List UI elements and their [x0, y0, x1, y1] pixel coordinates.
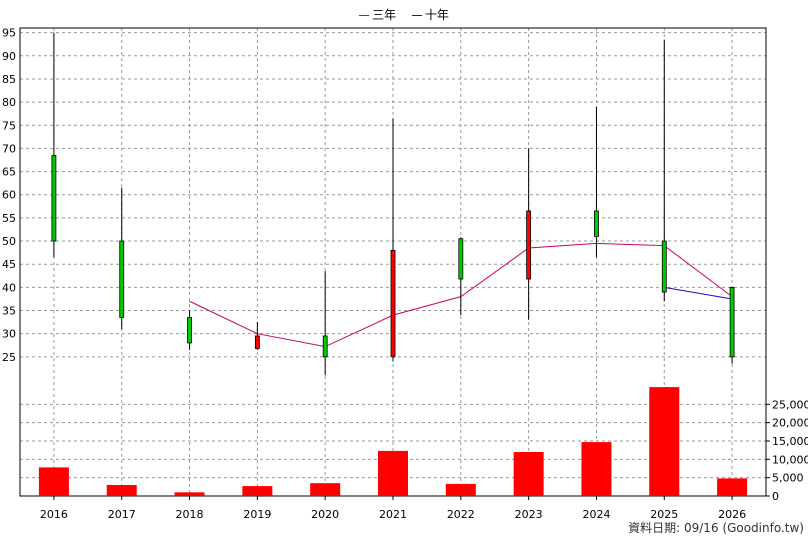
volume-bar: [310, 483, 341, 496]
x-tick-label: 2025: [650, 508, 678, 521]
candle-body: [526, 210, 532, 280]
volume-tick-label: 5,000: [772, 472, 804, 485]
volume-bar: [174, 492, 205, 496]
volume-bar: [513, 452, 544, 496]
volume-bar: [378, 450, 408, 496]
candle-body: [594, 210, 599, 237]
volume-bar: [717, 478, 748, 496]
volume-bar: [581, 442, 612, 496]
price-tick-label: 35: [2, 305, 16, 318]
x-tick-label: 2016: [40, 508, 68, 521]
volume-bar: [106, 485, 137, 496]
price-tick-label: 75: [2, 119, 16, 132]
price-tick-label: 40: [2, 281, 16, 294]
candle-body: [187, 317, 192, 344]
x-tick-label: 2021: [379, 508, 407, 521]
volume-bar: [445, 483, 476, 496]
x-tick-label: 2026: [718, 508, 746, 521]
candle-body: [254, 335, 260, 349]
volume-bar: [38, 467, 69, 496]
x-tick-label: 2020: [311, 508, 339, 521]
volume-bar: [649, 387, 680, 496]
x-tick-label: 2022: [447, 508, 475, 521]
ma-line-ten-year: [664, 286, 733, 300]
legend-label-ten-year: 十年: [424, 8, 449, 22]
legend-item-ten-year: 十年: [411, 6, 449, 23]
price-tick-label: 85: [2, 73, 16, 86]
volume-tick-label: 10,000: [772, 453, 808, 466]
x-tick-label: 2023: [515, 508, 543, 521]
volume-tick-label: 0: [772, 490, 779, 503]
price-tick-label: 60: [2, 189, 16, 202]
source-note: 資料日期: 09/16 (Goodinfo.tw): [628, 521, 804, 535]
chart-legend: 三年 十年: [0, 6, 808, 23]
x-tick-label: 2018: [176, 508, 204, 521]
candle-body: [51, 154, 57, 242]
volume-tick-label: 20,000: [772, 417, 808, 430]
price-tick-label: 65: [2, 166, 16, 179]
volume-tick-label: 15,000: [772, 435, 808, 448]
x-tick-label: 2019: [243, 508, 271, 521]
price-tick-label: 25: [2, 351, 16, 364]
candle-body: [458, 238, 464, 280]
candle-body: [390, 249, 396, 358]
price-tick-label: 90: [2, 50, 16, 63]
price-tick-label: 70: [2, 142, 16, 155]
candle-body: [661, 240, 667, 293]
legend-label-three-year: 三年: [372, 8, 397, 22]
price-tick-label: 50: [2, 235, 16, 248]
candle-body: [729, 286, 735, 358]
legend-swatch-ten-year: [411, 15, 422, 16]
legend-item-three-year: 三年: [359, 6, 396, 23]
x-tick-label: 2024: [582, 508, 610, 521]
price-tick-label: 30: [2, 328, 16, 341]
candle-body: [119, 240, 125, 318]
candle-body: [322, 335, 328, 358]
volume-bar: [242, 486, 273, 496]
x-tick-label: 2017: [108, 508, 136, 521]
price-tick-label: 80: [2, 96, 16, 109]
price-tick-label: 45: [2, 258, 16, 271]
price-tick-label: 55: [2, 212, 16, 225]
price-tick-label: 95: [2, 27, 16, 40]
volume-tick-label: 25,000: [772, 398, 808, 411]
legend-swatch-three-year: [359, 15, 370, 16]
